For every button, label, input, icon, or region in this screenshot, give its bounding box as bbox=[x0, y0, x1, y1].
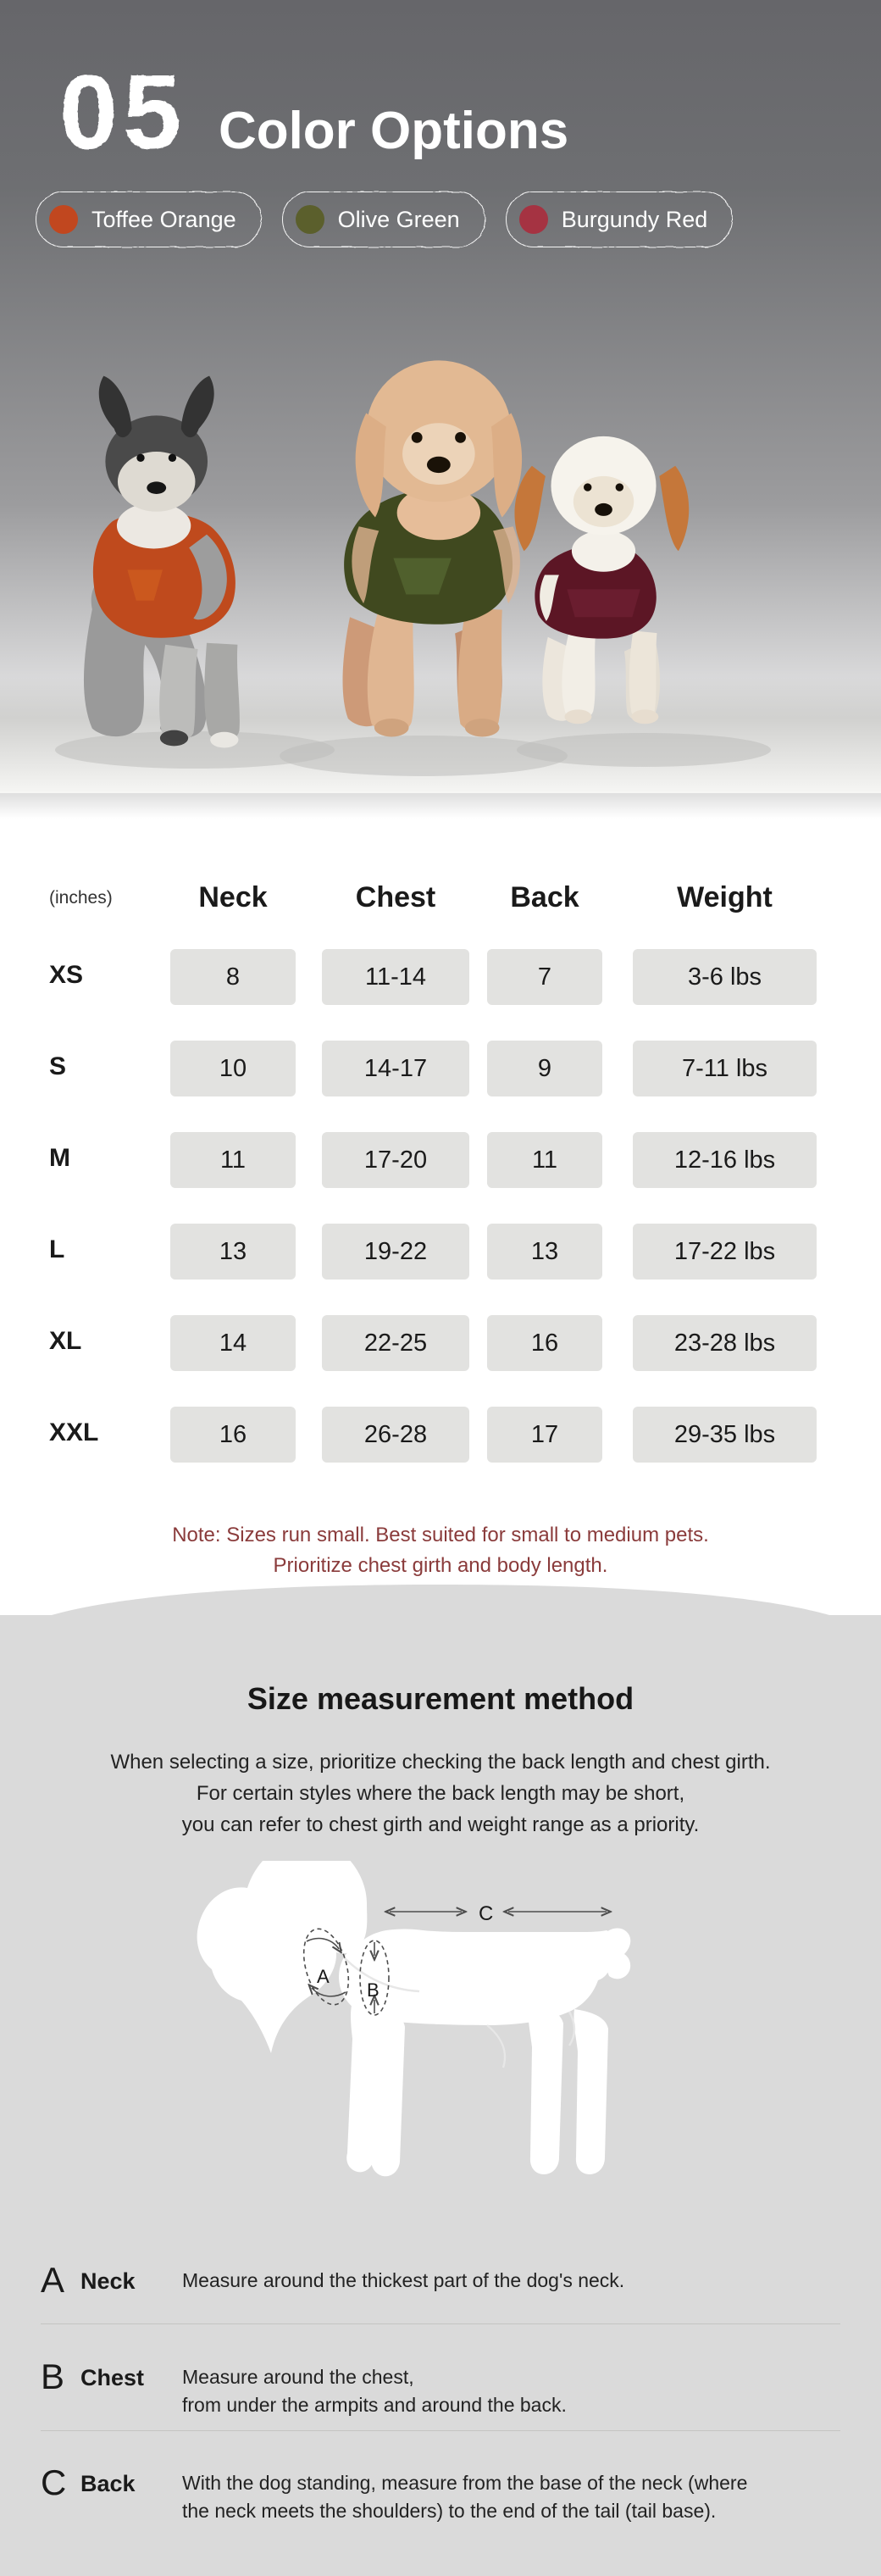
svg-text:A: A bbox=[317, 1966, 330, 1987]
svg-text:B: B bbox=[367, 1979, 380, 2001]
svg-text:C: C bbox=[479, 1902, 493, 1925]
